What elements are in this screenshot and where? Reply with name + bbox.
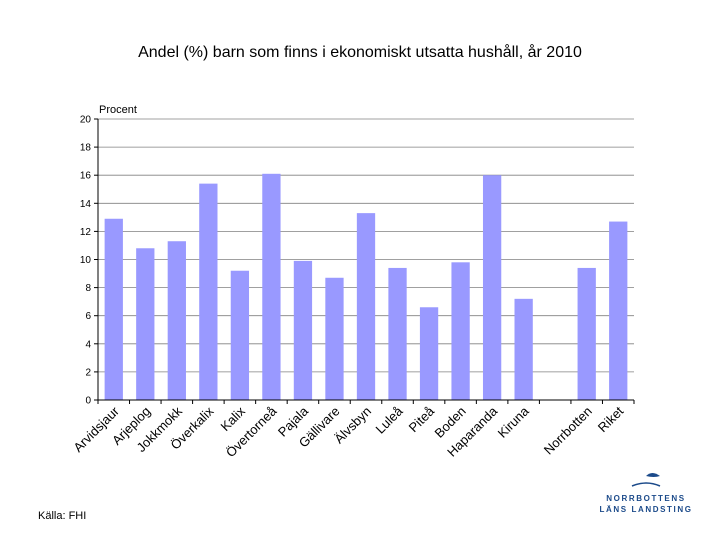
bar: [325, 277, 344, 400]
y-tick-label: 4: [85, 339, 91, 350]
bar: [388, 267, 407, 400]
bar: [451, 262, 470, 400]
logo-text-line2: LÄNS LANDSTING: [599, 505, 693, 514]
bar: [356, 213, 376, 400]
x-tick-label: Arvidsjaur: [70, 403, 122, 455]
logo-mark-icon: [631, 473, 661, 487]
x-tick-label: Luleå: [373, 403, 407, 437]
y-tick-label: 18: [80, 143, 92, 154]
bar: [136, 248, 155, 400]
y-tick-label: 8: [85, 283, 91, 294]
x-tick-label: Kiruna: [495, 403, 533, 441]
y-tick-label: 20: [80, 115, 92, 126]
bar: [482, 175, 502, 400]
logo: NORRBOTTENS LÄNS LANDSTING: [584, 470, 708, 520]
bar: [419, 307, 439, 400]
bars: [104, 173, 628, 400]
y-tick-label: 12: [80, 227, 92, 238]
bar: [262, 173, 281, 400]
bar: [230, 270, 250, 400]
logo-text-line1: NORRBOTTENS: [606, 494, 686, 503]
y-tick-label: 10: [80, 255, 92, 266]
bar: [104, 218, 123, 400]
y-tick-label: 2: [85, 367, 91, 378]
bar: [293, 260, 313, 400]
y-tick-label: 6: [85, 311, 91, 322]
x-tick-label: Riket: [595, 403, 627, 435]
source-note: Källa: FHI: [38, 510, 87, 522]
bar: [514, 298, 533, 400]
chart-title: Andel (%) barn som finns i ekonomiskt ut…: [138, 44, 582, 61]
y-tick-label: 0: [85, 396, 91, 407]
y-axis-label: Procent: [99, 104, 137, 116]
bar: [577, 267, 596, 400]
y-tick-label: 14: [80, 199, 92, 210]
bar: [199, 183, 218, 400]
bar: [609, 221, 628, 400]
y-tick-label: 16: [80, 171, 92, 182]
bar: [167, 241, 186, 400]
x-tick-label: Norrbotten: [541, 404, 595, 458]
y-tick-labels: 0 2 4 6 8 10 12 14 16 18 20: [80, 115, 98, 407]
